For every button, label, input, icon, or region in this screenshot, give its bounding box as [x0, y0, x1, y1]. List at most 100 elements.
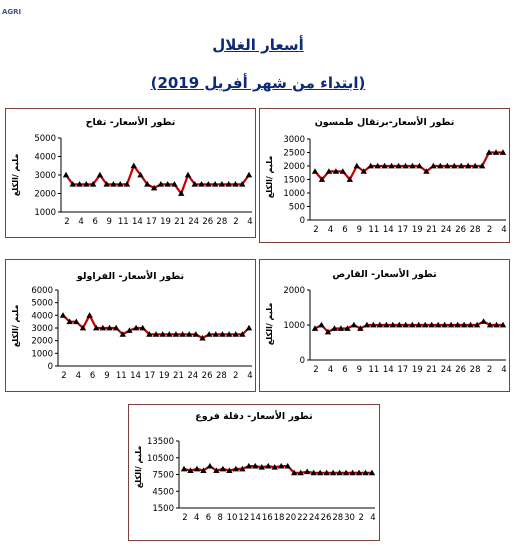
data-point [297, 469, 304, 476]
x-tick-label: 30 [344, 513, 355, 523]
data-point [441, 321, 448, 328]
x-tick-label: 11 [368, 225, 379, 235]
data-point [415, 321, 422, 328]
data-point [316, 469, 324, 476]
data-point [157, 181, 165, 187]
data-point [83, 181, 90, 187]
data-point [218, 181, 226, 187]
x-tick-label: 28 [332, 513, 343, 523]
x-tick-label: 20 [285, 513, 296, 523]
data-point [69, 181, 76, 187]
x-tick-label: 4 [501, 365, 506, 375]
data-point [211, 181, 219, 187]
data-point [239, 465, 246, 472]
y-tick-label: 4000 [34, 153, 56, 163]
data-point [422, 321, 429, 328]
x-tick-label: 4 [328, 365, 333, 375]
data-point [311, 168, 319, 174]
y-tick-label: 3000 [283, 135, 305, 145]
data-point [219, 465, 227, 472]
data-point [186, 331, 193, 337]
data-point [137, 171, 144, 178]
x-tick-label: 2 [233, 217, 238, 227]
logo: AGRI [0, 2, 24, 18]
data-point [150, 184, 158, 191]
x-tick-label: 24 [188, 217, 199, 227]
data-point [232, 465, 240, 472]
data-point [318, 321, 325, 328]
x-tick-label: 19 [412, 225, 423, 235]
data-point [126, 327, 133, 333]
data-point [458, 162, 465, 169]
data-point [265, 462, 272, 469]
chart-title: تطور الأسعار- تفاح [86, 116, 176, 128]
data-point [193, 465, 201, 472]
data-point [245, 462, 253, 469]
chart-title: تطور الأسعار-برتقال طمسون [315, 116, 455, 128]
data-point [166, 331, 173, 337]
data-point [471, 162, 479, 169]
data-point [336, 469, 343, 476]
series-line [65, 163, 250, 196]
data-point [460, 321, 468, 328]
y-tick-label: 2000 [31, 337, 53, 347]
chart-apple: تطور الأسعار- تفاح ملیم /الكلغ 1000 2000 300… [5, 108, 256, 238]
x-tick-label: 28 [216, 217, 227, 227]
data-point [329, 469, 337, 476]
data-point [402, 321, 409, 328]
x-tick-label: 26 [202, 217, 213, 227]
x-tick-label: 2 [182, 513, 187, 523]
y-tick-label: 2000 [283, 162, 305, 172]
data-point [350, 321, 358, 328]
data-point [130, 162, 137, 169]
data-point [339, 168, 347, 174]
data-point [428, 321, 435, 328]
x-tick-label: 4 [194, 513, 199, 523]
page-title: أسعار الغلال [212, 36, 304, 54]
data-point [284, 462, 291, 469]
data-point [159, 331, 166, 337]
x-tick-label: 14 [132, 217, 143, 227]
y-tick-label: 6000 [31, 286, 53, 296]
apple-chart-svg: تطور الأسعار- تفاح ملیم /الكلغ 1000 2000 300… [11, 116, 253, 227]
x-tick-label: 24 [441, 225, 452, 235]
data-point [396, 321, 403, 328]
data-point [342, 469, 350, 476]
x-tick-label: 17 [144, 371, 155, 381]
data-point [184, 171, 192, 178]
y-axis-label: ملیم /الكلغ [11, 154, 20, 197]
x-tick-label: 26 [455, 225, 466, 235]
data-point [395, 162, 402, 169]
y-tick-label: 500 [289, 203, 305, 213]
y-axis-label: ملیم /الكلغ [265, 156, 274, 199]
data-point [278, 462, 285, 469]
logo-text: AGRI [2, 8, 22, 16]
data-point [437, 162, 444, 169]
chart-title: تطور الأسعار- دقلة فروع [195, 410, 312, 422]
x-tick-label: 4 [78, 217, 83, 227]
data-point [117, 181, 124, 187]
data-point [206, 462, 214, 469]
data-point [59, 312, 67, 318]
y-tick-label: 0 [300, 356, 305, 366]
data-point [416, 162, 423, 169]
x-tick-label: 17 [397, 225, 408, 235]
chart-artichoke: تطور الأسعار- القارص ملیم /الكلغ 0 1000 2000… [259, 259, 510, 392]
strawberry-chart-svg: تطور الأسعار- الفراولو ملیم /الكلغ 0 1000 20… [11, 270, 253, 381]
data-point [409, 162, 416, 169]
x-tick-label: 19 [160, 217, 171, 227]
x-tick-label: 24 [187, 371, 198, 381]
x-tick-label: 14 [250, 513, 261, 523]
x-tick-label: 6 [90, 371, 95, 381]
x-tick-label: 6 [342, 225, 347, 235]
data-point [291, 469, 298, 476]
data-point [96, 171, 104, 178]
x-tick-label: 18 [274, 513, 285, 523]
x-tick-label: 11 [368, 365, 379, 375]
y-axis-label: ملیم /الكلغ [11, 305, 20, 348]
data-point [318, 176, 326, 182]
y-tick-label: 4000 [31, 311, 53, 321]
y-axis-label: ملیم /الكلغ [134, 446, 143, 489]
data-point [332, 168, 340, 174]
data-point [367, 162, 374, 169]
